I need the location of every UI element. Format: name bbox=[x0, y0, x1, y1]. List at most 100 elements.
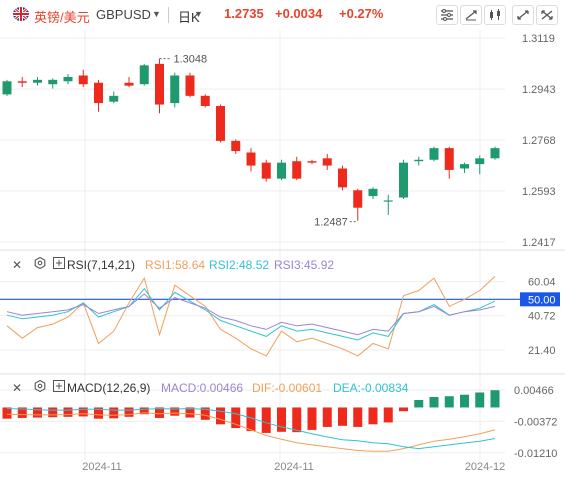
macd-bar bbox=[124, 407, 134, 417]
dif-legend: DIF:-0.00601 bbox=[252, 381, 323, 395]
rsi-label[interactable]: RSI(7,14,21) bbox=[67, 258, 136, 272]
chevron-down-icon[interactable]: ▼ bbox=[194, 9, 203, 19]
candle-body bbox=[109, 95, 119, 102]
candle-body bbox=[429, 148, 439, 160]
settings-icon[interactable] bbox=[34, 379, 46, 395]
macd-tick-label: 0.00466 bbox=[514, 385, 554, 397]
candle-body bbox=[48, 79, 58, 85]
macd-bar bbox=[307, 407, 317, 430]
macd-bar bbox=[48, 407, 58, 418]
macd-bar bbox=[33, 407, 42, 418]
rsi-grid bbox=[0, 281, 530, 351]
chevron-down-icon[interactable]: ▼ bbox=[152, 9, 161, 19]
rsi-axis: 60.04 50.00 40.72 21.40 bbox=[520, 277, 560, 357]
rsi-tick-label: 21.40 bbox=[528, 345, 556, 357]
candle-body bbox=[322, 158, 332, 166]
candle-body bbox=[353, 190, 363, 208]
candle-body bbox=[261, 162, 271, 179]
rsi3-legend: RSI3:45.92 bbox=[274, 258, 335, 272]
candle-style-icon[interactable] bbox=[484, 5, 506, 25]
candle-body bbox=[33, 79, 42, 83]
macd-bar bbox=[292, 407, 302, 433]
candle-body bbox=[155, 63, 164, 105]
last-price: 1.2735 bbox=[224, 6, 264, 21]
price-annotations: 1.3048 1.2487 bbox=[159, 54, 358, 229]
rsi-tick-label: 40.72 bbox=[528, 311, 556, 323]
macd-line-dea bbox=[6, 408, 496, 450]
x-tick-label: 2024-12 bbox=[465, 461, 505, 473]
rsi-tick-label: 60.04 bbox=[528, 277, 556, 289]
settings-icon[interactable] bbox=[34, 256, 46, 272]
macd-bar bbox=[490, 390, 500, 408]
macd-bar bbox=[368, 407, 378, 425]
candle-body bbox=[78, 75, 88, 85]
macd-bar bbox=[444, 396, 454, 408]
draw-tool-icon[interactable] bbox=[460, 5, 482, 25]
candle-body bbox=[2, 81, 12, 95]
macd-bar bbox=[246, 407, 256, 432]
macd-bar bbox=[414, 399, 424, 408]
macd-bar bbox=[475, 392, 485, 408]
macd-bar bbox=[63, 407, 73, 417]
candle-body bbox=[124, 82, 134, 86]
macd-bar bbox=[338, 407, 347, 426]
rsi-tick-label: 50.00 bbox=[528, 294, 556, 306]
macd-bar bbox=[216, 407, 225, 425]
candle-body bbox=[170, 75, 180, 104]
price-tick-label: 1.2417 bbox=[522, 237, 556, 249]
macd-bar bbox=[429, 396, 439, 408]
candle-body bbox=[246, 152, 256, 166]
x-tick-label: 2024-11 bbox=[274, 461, 314, 473]
macd-bar bbox=[460, 394, 469, 408]
candle-body bbox=[338, 168, 347, 188]
collapse-icon[interactable]: ✕ bbox=[12, 258, 23, 272]
high-annotation: 1.3048 bbox=[174, 54, 208, 66]
macd-bar bbox=[2, 407, 12, 419]
candle-body bbox=[200, 95, 210, 106]
candle-body bbox=[139, 65, 149, 85]
indicator-settings-icon[interactable] bbox=[436, 5, 458, 25]
macd-bar bbox=[383, 407, 393, 423]
price-tick-label: 1.3119 bbox=[522, 33, 555, 45]
macd-label[interactable]: MACD(12,26,9) bbox=[67, 381, 151, 395]
macd-tick-label: -0.01210 bbox=[514, 448, 557, 460]
candle-body bbox=[399, 162, 408, 198]
rsi-line-rsi3 bbox=[6, 293, 496, 336]
rsi2-legend: RSI2:48.52 bbox=[209, 258, 270, 272]
chart-area[interactable]: 1.3119 1.2943 1.2768 1.2593 1.2417 1.3048 1.2… bbox=[0, 30, 565, 480]
price-tick-label: 1.2943 bbox=[522, 84, 556, 96]
macd-lines bbox=[6, 408, 496, 452]
candle-body bbox=[383, 200, 393, 202]
rsi-line-rsi1 bbox=[6, 276, 496, 357]
expand-icon[interactable] bbox=[53, 380, 65, 395]
macd-axis: 0.00466 -0.00372 -0.01210 bbox=[514, 385, 557, 460]
candle-body bbox=[231, 140, 241, 152]
uk-flag-icon bbox=[13, 7, 29, 21]
x-tick-label: 2024-11 bbox=[82, 461, 122, 473]
collapse-icon[interactable]: ✕ bbox=[12, 381, 23, 395]
price-grid bbox=[0, 30, 565, 460]
candle-body bbox=[277, 162, 286, 179]
candle-body bbox=[63, 76, 73, 82]
candle-body bbox=[414, 159, 424, 162]
candle-body bbox=[94, 82, 103, 104]
price-tick-label: 1.2593 bbox=[522, 186, 556, 198]
macd-bar bbox=[261, 407, 271, 433]
macd-bar bbox=[399, 407, 408, 412]
symbol-code[interactable]: GBPUSD bbox=[96, 7, 151, 22]
expand-icon[interactable] bbox=[53, 257, 65, 272]
price-candles bbox=[2, 58, 500, 221]
candle-body bbox=[368, 188, 378, 197]
symbol-cn[interactable]: 英镑/美元 bbox=[34, 10, 90, 25]
rsi-lines bbox=[6, 276, 496, 357]
compare-icon[interactable] bbox=[512, 5, 534, 25]
fullscreen-icon[interactable] bbox=[536, 5, 558, 25]
macd-tick-label: -0.00372 bbox=[514, 416, 557, 428]
price-tick-label: 1.2768 bbox=[522, 135, 556, 147]
macd-bar bbox=[78, 407, 88, 417]
macd-bar bbox=[277, 407, 286, 432]
rsi-ref-tag bbox=[520, 292, 560, 307]
macd-bars bbox=[2, 390, 500, 433]
period-selector[interactable]: 日K bbox=[178, 10, 200, 25]
price-change: +0.0034 bbox=[275, 6, 323, 21]
